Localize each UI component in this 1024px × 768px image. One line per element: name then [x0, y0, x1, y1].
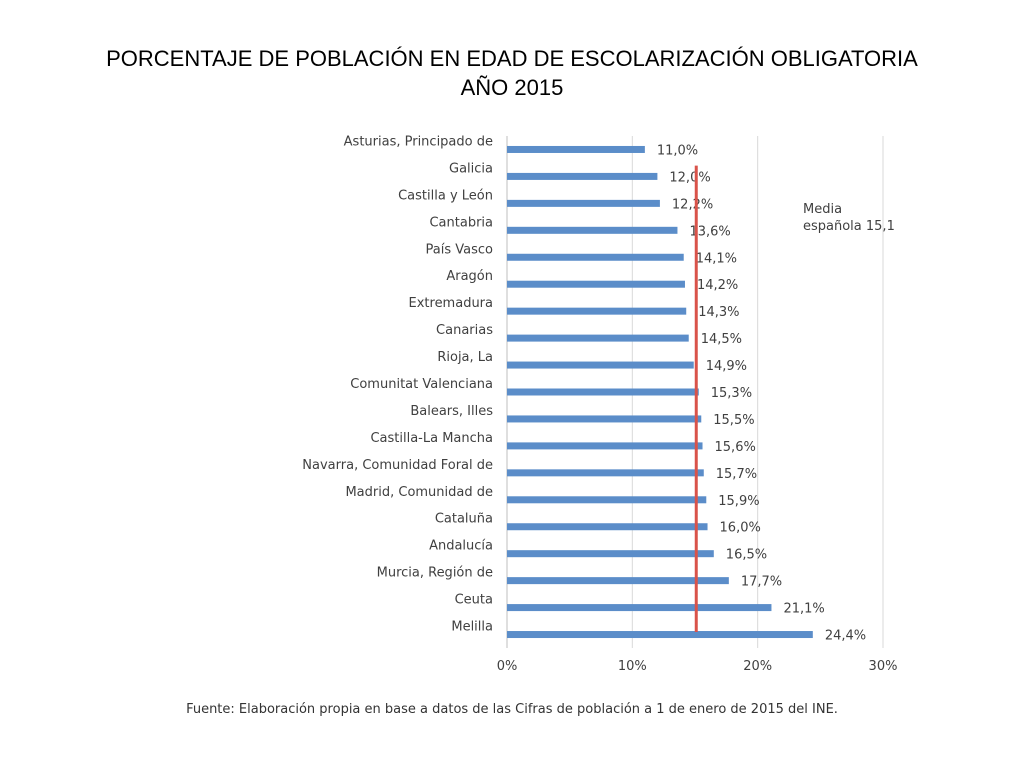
mean-label-line-1: Media — [803, 202, 842, 217]
value-label-8: 14,9% — [706, 359, 747, 374]
value-label-16: 17,7% — [741, 575, 782, 590]
value-label-13: 15,9% — [718, 494, 759, 509]
bar-0 — [507, 145, 645, 153]
x-tick-label-0: 0% — [497, 659, 518, 674]
slide-title: PORCENTAJE DE POBLACIÓN EN EDAD DE ESCOL… — [60, 44, 964, 102]
bar-2 — [507, 199, 660, 207]
category-label-9: Comunitat Valenciana — [350, 377, 493, 392]
bar-18 — [507, 631, 813, 639]
bar-3 — [507, 226, 678, 234]
slide-title-line-1: PORCENTAJE DE POBLACIÓN EN EDAD DE ESCOL… — [106, 46, 918, 71]
value-label-14: 16,0% — [720, 521, 761, 536]
mean-label-line-2: española 15,1 — [803, 219, 895, 234]
category-label-5: Aragón — [446, 269, 493, 284]
category-label-8: Rioja, La — [437, 350, 493, 365]
value-label-15: 16,5% — [726, 548, 767, 563]
bar-16 — [507, 577, 729, 585]
value-label-7: 14,5% — [701, 332, 742, 347]
category-label-0: Asturias, Principado de — [344, 134, 493, 149]
value-label-9: 15,3% — [711, 386, 752, 401]
category-label-4: País Vasco — [426, 242, 494, 257]
bar-7 — [507, 334, 689, 342]
slide-title-line-2: AÑO 2015 — [460, 75, 564, 100]
bar-15 — [507, 550, 714, 558]
source-note: Fuente: Elaboración propia en base a dat… — [186, 702, 838, 717]
bar-12 — [507, 469, 704, 477]
value-label-0: 11,0% — [657, 143, 698, 158]
category-label-1: Galicia — [449, 161, 493, 176]
category-label-11: Castilla-La Mancha — [370, 431, 493, 446]
bar-4 — [507, 253, 684, 261]
value-label-11: 15,6% — [715, 440, 756, 455]
value-label-10: 15,5% — [713, 413, 754, 428]
value-label-2: 12,2% — [672, 197, 713, 212]
category-label-2: Castilla y León — [398, 188, 493, 203]
category-label-3: Cantabria — [429, 215, 493, 230]
value-label-18: 24,4% — [825, 629, 866, 644]
value-label-3: 13,6% — [689, 224, 730, 239]
bar-6 — [507, 307, 687, 315]
x-tick-label-1: 10% — [618, 659, 647, 674]
category-label-13: Madrid, Comunidad de — [345, 485, 493, 500]
category-label-17: Ceuta — [455, 593, 493, 608]
bar-13 — [507, 496, 707, 504]
value-label-4: 14,1% — [696, 251, 737, 266]
value-label-1: 12,0% — [669, 170, 710, 185]
category-label-15: Andalucía — [429, 539, 493, 554]
category-label-14: Cataluña — [435, 512, 493, 527]
bar-8 — [507, 361, 694, 369]
category-label-6: Extremadura — [409, 296, 494, 311]
bar-9 — [507, 388, 699, 396]
category-label-18: Melilla — [451, 620, 493, 635]
bar-14 — [507, 523, 708, 531]
category-label-12: Navarra, Comunidad Foral de — [302, 458, 493, 473]
x-tick-label-2: 20% — [743, 659, 772, 674]
bar-11 — [507, 442, 703, 450]
x-tick-label-3: 30% — [869, 659, 898, 674]
value-label-12: 15,7% — [716, 467, 757, 482]
bar-1 — [507, 172, 658, 180]
category-label-7: Canarias — [436, 323, 493, 338]
value-label-6: 14,3% — [698, 305, 739, 320]
bar-17 — [507, 604, 772, 612]
bar-10 — [507, 415, 702, 423]
bar-5 — [507, 280, 685, 288]
value-label-17: 21,1% — [783, 602, 824, 617]
category-label-10: Balears, Illes — [410, 404, 493, 419]
category-label-16: Murcia, Región de — [377, 566, 493, 581]
value-label-5: 14,2% — [697, 278, 738, 293]
